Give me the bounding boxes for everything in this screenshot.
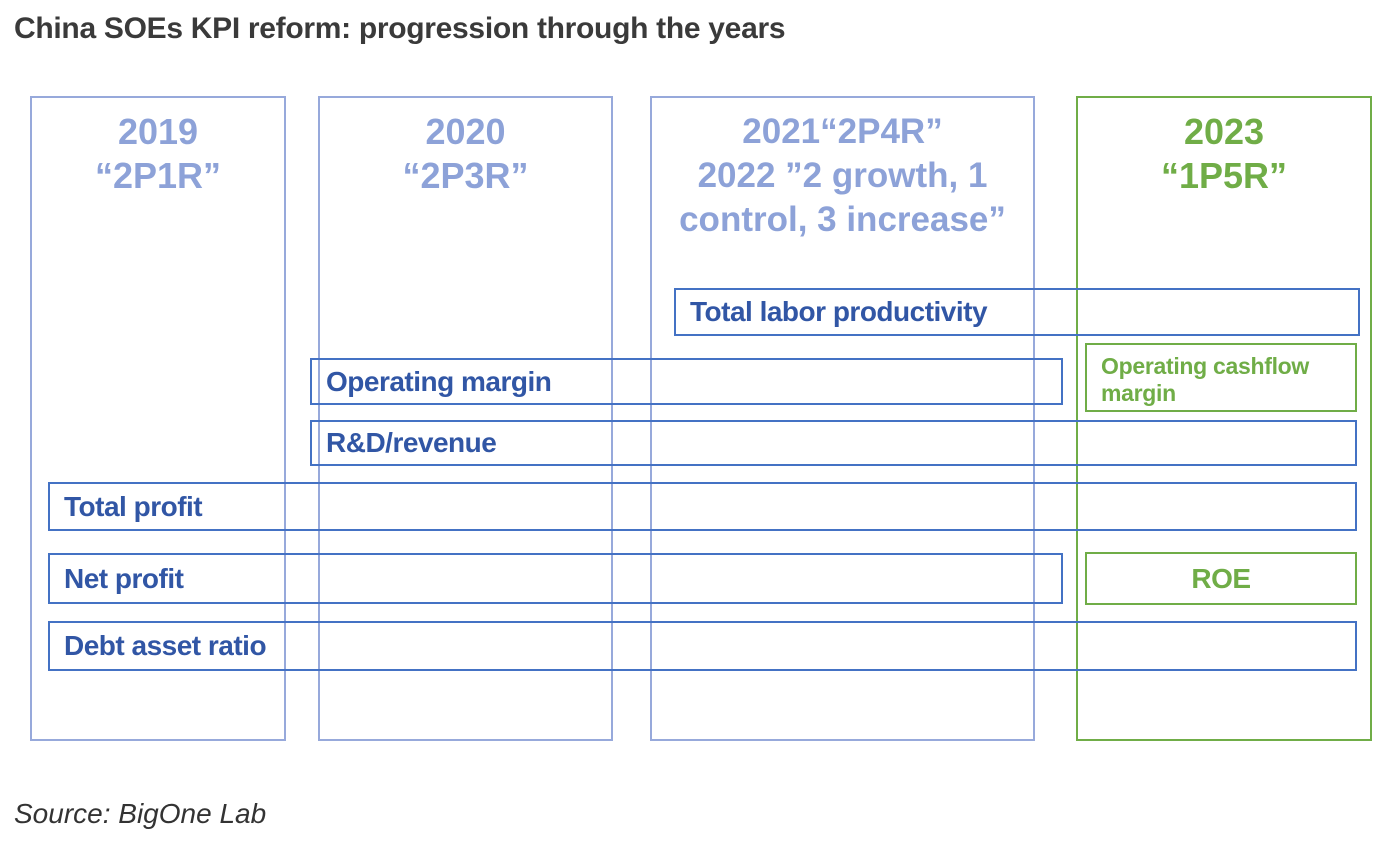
kpi-bar-roe: ROE [1085,552,1357,605]
kpi-bar-label: Net profit [64,562,184,594]
kpi-bar-debt-asset-ratio: Debt asset ratio [48,621,1357,671]
kpi-bar-label: Debt asset ratio [64,630,267,661]
kpi-bar-label: Operating cashflow margin [1101,353,1310,406]
column-header-2019: 2019 “2P1R” [94,111,222,196]
column-header-2023: 2023 “1P5R” [1160,111,1288,196]
page-title: China SOEs KPI reform: progression throu… [14,12,786,45]
year-column-2019: 2019 “2P1R” [30,96,286,741]
kpi-bar-total-labor-productivity: Total labor productivity [674,288,1360,336]
source-attribution: Source: BigOne Lab [14,798,267,829]
year-column-2021-2022: 2021“2P4R” 2022 ”2 growth, 1 control, 3 … [650,96,1035,741]
kpi-bar-label: Total labor productivity [690,296,988,327]
year-column-2023: 2023 “1P5R” [1076,96,1372,741]
kpi-bar-total-profit: Total profit [48,482,1357,531]
kpi-bar-operating-cashflow-margin: Operating cashflow margin [1085,343,1357,412]
kpi-bar-label: ROE [1191,562,1251,594]
kpi-bar-label: R&D/revenue [326,427,497,458]
kpi-bar-operating-margin: Operating margin [310,358,1063,405]
kpi-bar-rnd-revenue: R&D/revenue [310,420,1357,466]
column-header-2020: 2020 “2P3R” [402,111,529,196]
kpi-bar-label: Operating margin [326,365,552,397]
kpi-bar-label: Total profit [64,490,203,522]
column-header-2021-2022: 2021“2P4R” 2022 ”2 growth, 1 control, 3 … [679,112,1006,239]
kpi-bar-net-profit: Net profit [48,553,1063,604]
year-column-2020: 2020 “2P3R” [318,96,613,741]
